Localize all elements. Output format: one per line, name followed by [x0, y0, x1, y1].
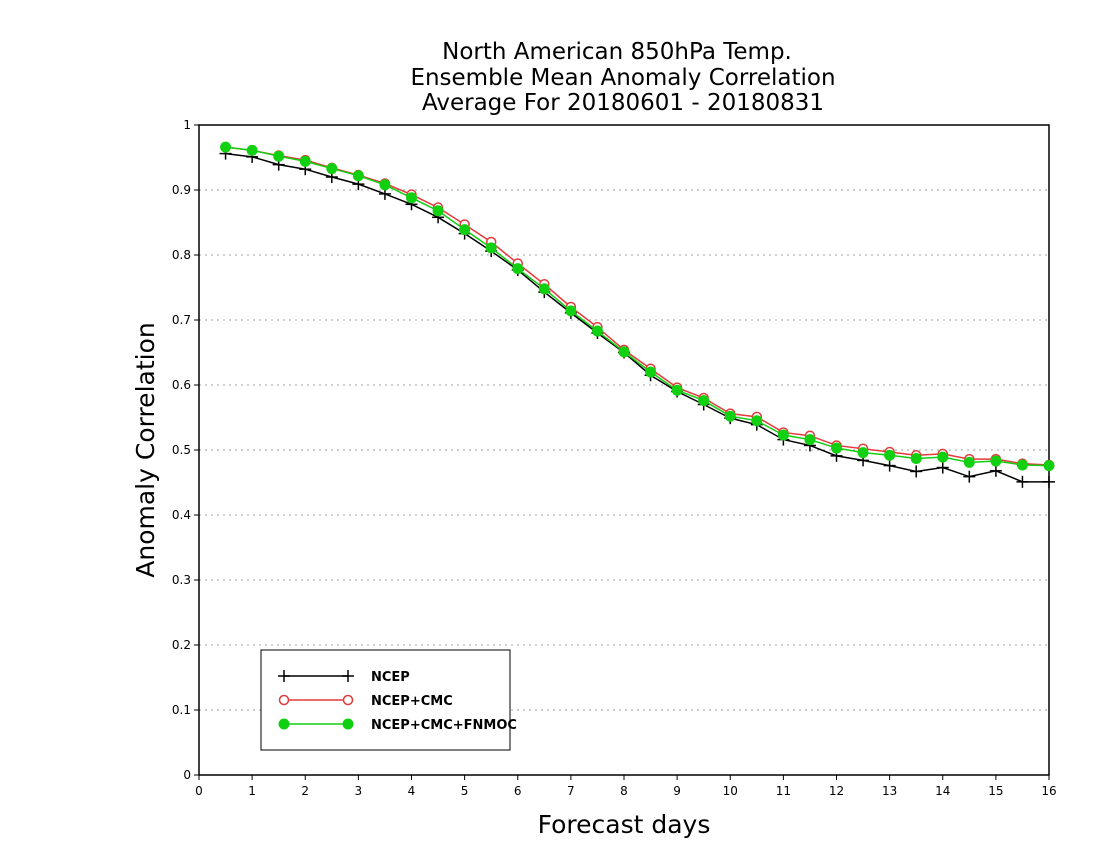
legend-entry-0: NCEP — [278, 670, 410, 685]
series-2 — [220, 141, 1055, 472]
series-2-point-2 — [273, 150, 285, 162]
x-tick-label-12: 12 — [829, 784, 844, 798]
x-tick-label-3: 3 — [355, 784, 363, 798]
series-2-point-0 — [220, 141, 232, 153]
series-2-point-20 — [751, 415, 763, 427]
axis-ticks: 00.10.20.30.40.50.60.70.80.910 1 2 3 4 5 6 7 8 9 1… — [172, 118, 1057, 798]
series-2-point-9 — [459, 224, 471, 236]
series-0-point-27 — [936, 461, 949, 474]
series-2-point-15 — [618, 346, 630, 358]
chart-title-line-3: Average For 20180601 - 20180831 — [422, 90, 824, 116]
y-tick-label-5: 0.5 — [172, 443, 191, 457]
legend-marker-right-2 — [342, 718, 354, 730]
series-2-point-21 — [777, 429, 789, 441]
x-tick-label-13: 13 — [882, 784, 897, 798]
y-tick-label-9: 0.9 — [172, 183, 191, 197]
y-tick-label-0: 0 — [183, 768, 191, 782]
series-0-point-30 — [1016, 475, 1029, 488]
x-tick-label-15: 15 — [988, 784, 1003, 798]
series-lines — [219, 141, 1055, 488]
gridlines — [199, 189, 1049, 711]
series-2-point-4 — [326, 163, 338, 175]
series-2-point-27 — [937, 451, 949, 463]
x-tick-label-14: 14 — [935, 784, 950, 798]
series-0-point-25 — [883, 459, 896, 472]
series-0-point-29 — [989, 464, 1002, 477]
y-axis-label: Anomaly Correlation — [131, 322, 160, 577]
series-2-point-19 — [724, 410, 736, 422]
legend-marker-right-0 — [342, 670, 354, 682]
series-0-point-28 — [963, 470, 976, 483]
series-2-point-25 — [884, 449, 896, 461]
series-line-2 — [225, 146, 1050, 467]
series-2-point-10 — [485, 242, 497, 254]
series-2-point-17 — [671, 384, 683, 396]
y-tick-label-6: 0.6 — [172, 378, 191, 392]
y-tick-label-1: 0.1 — [172, 703, 191, 717]
chart-title-line-2: Ensemble Mean Anomaly Correlation — [410, 65, 835, 91]
legend: NCEP NCEP+CMC NCEP+CMC+FNMOC — [260, 649, 517, 751]
x-tick-label-1: 1 — [248, 784, 256, 798]
x-tick-label-0: 0 — [195, 784, 203, 798]
x-tick-label-10: 10 — [723, 784, 738, 798]
series-2-point-13 — [565, 305, 577, 317]
x-tick-label-16: 16 — [1041, 784, 1056, 798]
legend-marker-left-0 — [278, 670, 290, 682]
series-2-point-11 — [512, 263, 524, 275]
series-2-point-5 — [352, 170, 364, 182]
x-tick-label-7: 7 — [567, 784, 575, 798]
series-2-point-14 — [591, 325, 603, 337]
series-line-0 — [225, 152, 1049, 483]
series-2-point-24 — [857, 447, 869, 459]
series-2-point-8 — [432, 205, 444, 217]
legend-label-1: NCEP+CMC — [371, 694, 453, 709]
y-tick-label-2: 0.2 — [172, 638, 191, 652]
series-2-point-6 — [379, 179, 391, 191]
x-tick-label-4: 4 — [408, 784, 416, 798]
legend-marker-left-1 — [278, 694, 290, 706]
series-2-point-18 — [698, 395, 710, 407]
y-tick-label-7: 0.7 — [172, 313, 191, 327]
x-tick-label-11: 11 — [776, 784, 791, 798]
legend-label-0: NCEP — [371, 670, 410, 685]
legend-label-2: NCEP+CMC+FNMOC — [371, 718, 517, 733]
series-2-point-12 — [538, 283, 550, 295]
x-tick-label-8: 8 — [620, 784, 628, 798]
series-line-1 — [225, 146, 1050, 466]
x-tick-label-6: 6 — [514, 784, 522, 798]
series-2-point-3 — [299, 155, 311, 167]
series-2-point-7 — [406, 192, 417, 204]
series-2-point-26 — [910, 452, 922, 464]
legend-entry-2: NCEP+CMC+FNMOC — [278, 718, 517, 733]
x-axis-label: Forecast days — [538, 810, 711, 839]
y-tick-label-4: 0.4 — [172, 508, 191, 522]
series-0 — [219, 147, 1055, 488]
series-2-point-16 — [645, 366, 657, 378]
series-2-point-22 — [804, 434, 816, 446]
series-2-point-1 — [246, 144, 258, 156]
series-2-point-23 — [831, 442, 842, 454]
series-0-point-31 — [1043, 475, 1055, 488]
x-tick-label-9: 9 — [673, 784, 681, 798]
legend-marker-right-1 — [342, 694, 354, 706]
series-2-point-29 — [990, 455, 1002, 467]
y-tick-label-8: 0.8 — [172, 248, 191, 262]
y-tick-label-3: 0.3 — [172, 573, 191, 587]
legend-entry-1: NCEP+CMC — [278, 694, 453, 709]
y-tick-label-10: 1 — [183, 118, 191, 132]
series-2-point-31 — [1043, 460, 1055, 472]
x-tick-label-2: 2 — [301, 784, 309, 798]
series-2-point-30 — [1016, 459, 1028, 471]
x-tick-label-5: 5 — [461, 784, 469, 798]
series-2-point-28 — [963, 456, 975, 468]
series-0-point-26 — [910, 465, 923, 478]
chart-title-line-1: North American 850hPa Temp. — [442, 39, 792, 65]
series-1 — [220, 141, 1055, 471]
legend-marker-left-2 — [278, 718, 290, 730]
